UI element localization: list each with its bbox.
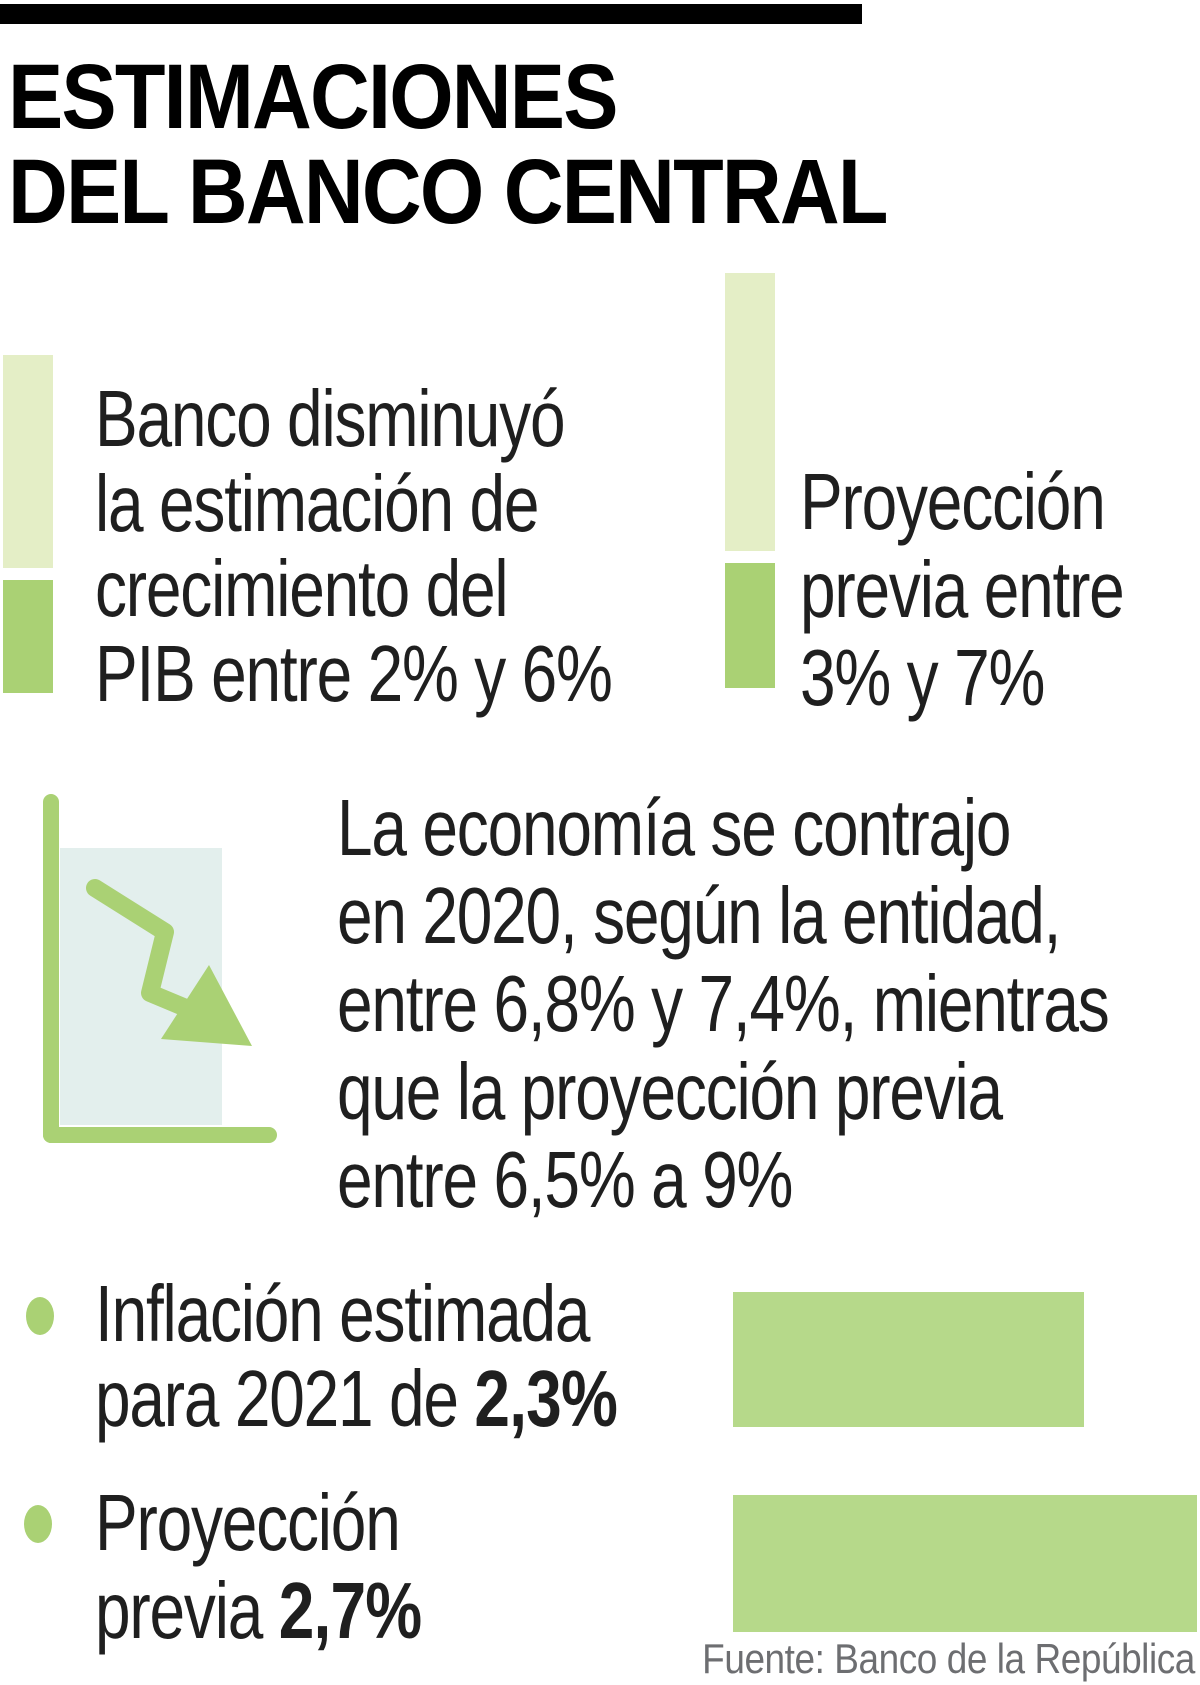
icon-trend-line <box>86 879 207 1022</box>
bullet-dot <box>26 1297 54 1335</box>
gdp-new-line3: crecimiento del <box>95 544 509 633</box>
inflation-prev-value: 2,7% <box>278 1566 422 1655</box>
icon-panel <box>60 848 222 1125</box>
inflation-line2-prefix: para 2021 de <box>95 1354 475 1443</box>
inflation-line1: Inflación estimada <box>95 1269 590 1358</box>
page-title: ESTIMACIONES DEL BANCO CENTRAL <box>8 46 888 243</box>
gdp-prev-line1: Proyección <box>800 457 1106 546</box>
contraction-text: La economía se contrajo en 2020, según l… <box>337 783 1110 1224</box>
gdp-new-line2: la estimación de <box>95 459 539 548</box>
top-rule <box>0 4 862 24</box>
contraction-line1: La economía se contrajo <box>337 783 1011 872</box>
inflation-prev-bar <box>733 1495 1197 1632</box>
gdp-new-line1: Banco disminuyó <box>95 374 566 463</box>
inflation-prev-text: Proyección previa 2,7% <box>95 1478 422 1655</box>
bullet-dot <box>24 1505 52 1543</box>
inflation-prev-line2: previa 2,7% <box>95 1566 422 1655</box>
gdp-new-estimate-text: Banco disminuyó la estimación de crecimi… <box>95 374 613 718</box>
icon-arrowhead <box>161 965 252 1046</box>
contraction-line4: que la proyección previa <box>337 1047 1003 1136</box>
gdp-prev-range-bar-light <box>725 273 775 551</box>
icon-y-axis <box>43 794 59 1143</box>
gdp-new-line4: PIB entre 2% y 6% <box>95 629 613 718</box>
contraction-line5: entre 6,5% a 9% <box>337 1135 793 1224</box>
gdp-prev-line2: previa entre <box>800 545 1125 634</box>
icon-x-axis <box>43 1127 277 1143</box>
contraction-line3: entre 6,8% y 7,4%, mientras <box>337 959 1110 1048</box>
gdp-prev-line3: 3% y 7% <box>800 633 1045 722</box>
gdp-prev-range-bar-dark <box>725 563 775 688</box>
gdp-new-range-bar-light <box>3 355 53 568</box>
inflation-prev-line2-prefix: previa <box>95 1566 279 1655</box>
inflation-value: 2,3% <box>474 1354 618 1443</box>
gdp-prev-estimate-text: Proyección previa entre 3% y 7% <box>800 457 1125 722</box>
inflation-bar <box>733 1292 1084 1427</box>
page-title-line1: ESTIMACIONES <box>8 46 618 148</box>
inflation-estimate-text: Inflación estimada para 2021 de 2,3% <box>95 1269 618 1443</box>
downtrend-chart-icon <box>43 794 277 1143</box>
contraction-line2: en 2020, según la entidad, <box>337 871 1061 960</box>
gdp-new-range-bar-dark <box>3 580 53 693</box>
inflation-line2: para 2021 de 2,3% <box>95 1354 618 1443</box>
inflation-prev-line1: Proyección <box>95 1478 401 1567</box>
page-title-line2: DEL BANCO CENTRAL <box>8 141 888 243</box>
source-credit: Fuente: Banco de la República <box>702 1635 1195 1682</box>
